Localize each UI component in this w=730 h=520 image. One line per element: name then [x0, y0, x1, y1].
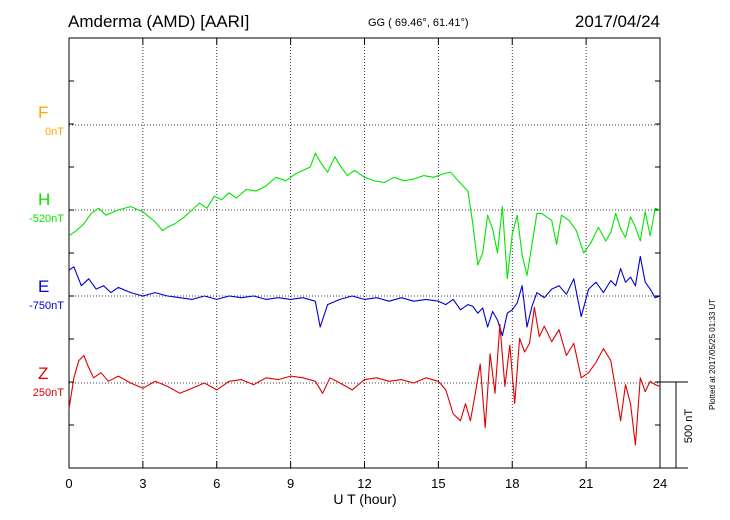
baseline-label-z: 250nT	[33, 387, 64, 399]
component-label-h: H	[38, 190, 50, 209]
component-label-f: F	[38, 103, 48, 122]
x-axis-label: U T (hour)	[333, 491, 397, 507]
trace-h	[68, 152, 661, 280]
x-tick-label: 24	[653, 476, 667, 491]
trace-e	[68, 255, 661, 337]
component-label-z: Z	[38, 364, 48, 383]
x-tick-label: 15	[431, 476, 445, 491]
coordinates-label: GG ( 69.46°, 61.41°)	[368, 17, 469, 29]
x-tick-label: 0	[65, 476, 72, 491]
x-tick-label: 3	[139, 476, 146, 491]
x-tick-label: 9	[287, 476, 294, 491]
baseline-label-f: 0nT	[45, 126, 64, 138]
baseline-label-e: -750nT	[29, 300, 64, 312]
station-title: Amderma (AMD) [AARI]	[68, 12, 250, 31]
plot-frame	[68, 37, 661, 469]
x-tick-label: 21	[579, 476, 593, 491]
trace-z	[68, 306, 661, 446]
baseline-label-h: -520nT	[29, 213, 64, 225]
x-tick-label: 6	[213, 476, 220, 491]
x-tick-label: 12	[357, 476, 371, 491]
x-tick-label: 18	[505, 476, 519, 491]
plotted-note: Plotted at 2017/05/25 01:33 UT	[708, 298, 717, 410]
scale-bar-label: 500 nT	[683, 409, 695, 444]
component-label-e: E	[38, 277, 49, 296]
date-label: 2017/04/24	[574, 12, 660, 31]
